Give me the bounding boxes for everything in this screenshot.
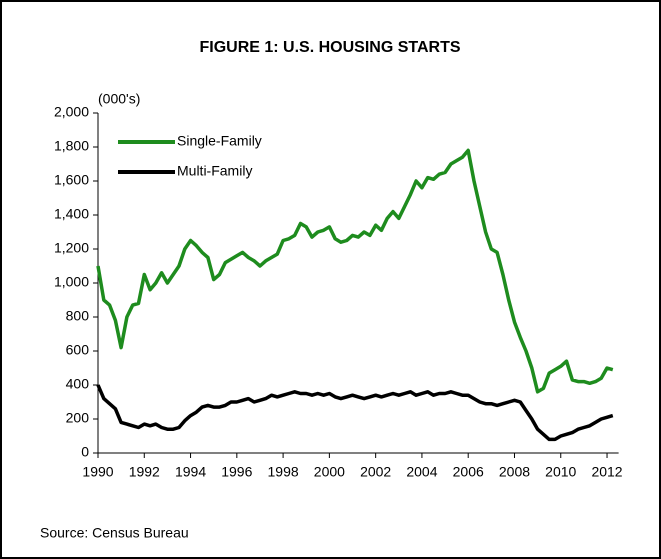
x-tick-label: 1990	[82, 464, 113, 480]
x-tick-label: 2012	[591, 464, 622, 480]
x-tick-label: 2000	[314, 464, 345, 480]
x-tick-label: 1992	[129, 464, 160, 480]
y-tick-label: 200	[66, 410, 90, 426]
x-tick-label: 2006	[453, 464, 484, 480]
y-tick-label: 400	[66, 376, 90, 392]
x-tick-label: 2008	[499, 464, 530, 480]
x-tick-label: 1996	[221, 464, 252, 480]
y-tick-label: 600	[66, 342, 90, 358]
source-note: Source: Census Bureau	[40, 525, 189, 541]
legend-label: Single-Family	[177, 133, 262, 149]
y-tick-label: 2,000	[54, 104, 89, 120]
y-tick-label: 1,600	[54, 172, 89, 188]
y-tick-label: 800	[66, 308, 90, 324]
legend-label: Multi-Family	[177, 163, 252, 179]
x-tick-label: 1994	[175, 464, 206, 480]
y-tick-label: 1,800	[54, 138, 89, 154]
x-tick-label: 2004	[406, 464, 437, 480]
chart-title: FIGURE 1: U.S. HOUSING STARTS	[199, 39, 460, 56]
y-axis-label: (000's)	[98, 91, 140, 107]
y-tick-label: 1,200	[54, 240, 89, 256]
x-tick-label: 1998	[268, 464, 299, 480]
x-tick-label: 2010	[545, 464, 576, 480]
y-tick-label: 1,000	[54, 274, 89, 290]
y-tick-label: 0	[81, 444, 89, 460]
x-tick-label: 2002	[360, 464, 391, 480]
series-line	[96, 384, 614, 442]
series-line	[96, 148, 614, 394]
y-tick-label: 1,400	[54, 206, 89, 222]
